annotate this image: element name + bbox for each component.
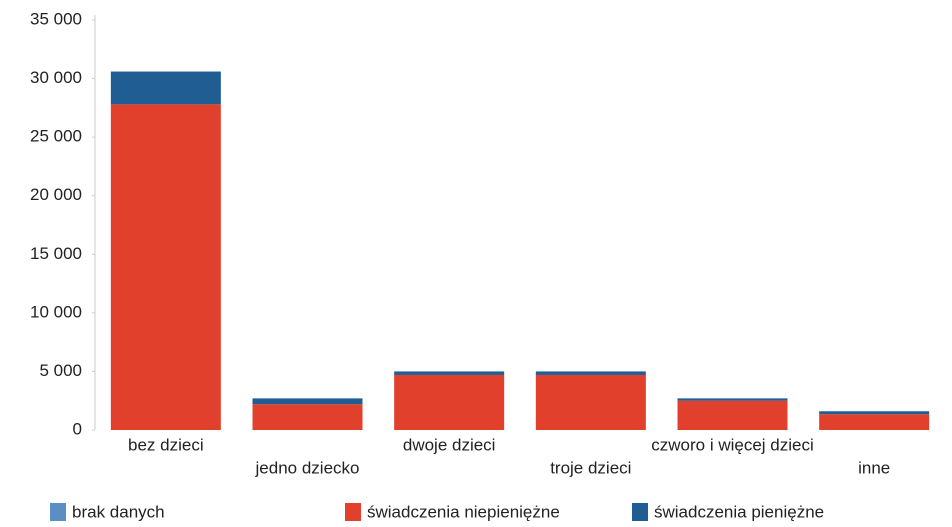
legend-swatch: [345, 503, 361, 521]
bar-segment: [535, 374, 646, 430]
bar-segment: [394, 374, 505, 430]
bar-segment: [110, 71, 221, 105]
y-tick-label: 0: [73, 419, 82, 438]
bar-segment: [535, 371, 646, 375]
bar-segment: [819, 414, 930, 430]
bar-segment: [252, 404, 363, 430]
bar-segment: [819, 411, 930, 415]
x-tick-label: dwoje dzieci: [403, 435, 496, 454]
y-tick-label: 30 000: [30, 68, 82, 87]
y-tick-label: 25 000: [30, 127, 82, 146]
x-tick-label: bez dzieci: [128, 435, 204, 454]
bar-segment: [110, 104, 221, 430]
y-tick-label: 20 000: [30, 185, 82, 204]
legend-label: brak danych: [72, 502, 165, 521]
y-tick-label: 10 000: [30, 302, 82, 321]
y-tick-label: 35 000: [30, 9, 82, 28]
x-tick-label: inne: [858, 458, 890, 477]
bar-segment: [677, 398, 788, 401]
legend-label: świadczenia pieniężne: [654, 502, 824, 521]
bar-segment: [677, 400, 788, 430]
y-tick-label: 15 000: [30, 244, 82, 263]
legend-swatch: [50, 503, 66, 521]
bar-segment: [394, 371, 505, 375]
x-tick-label: czworo i więcej dzieci: [651, 435, 814, 454]
legend-label: świadczenia niepieniężne: [367, 502, 560, 521]
bar-segment: [252, 398, 363, 405]
y-tick-label: 5 000: [39, 361, 82, 380]
x-tick-label: troje dzieci: [550, 458, 631, 477]
x-tick-label: jedno dziecko: [255, 458, 360, 477]
legend-swatch: [632, 503, 648, 521]
